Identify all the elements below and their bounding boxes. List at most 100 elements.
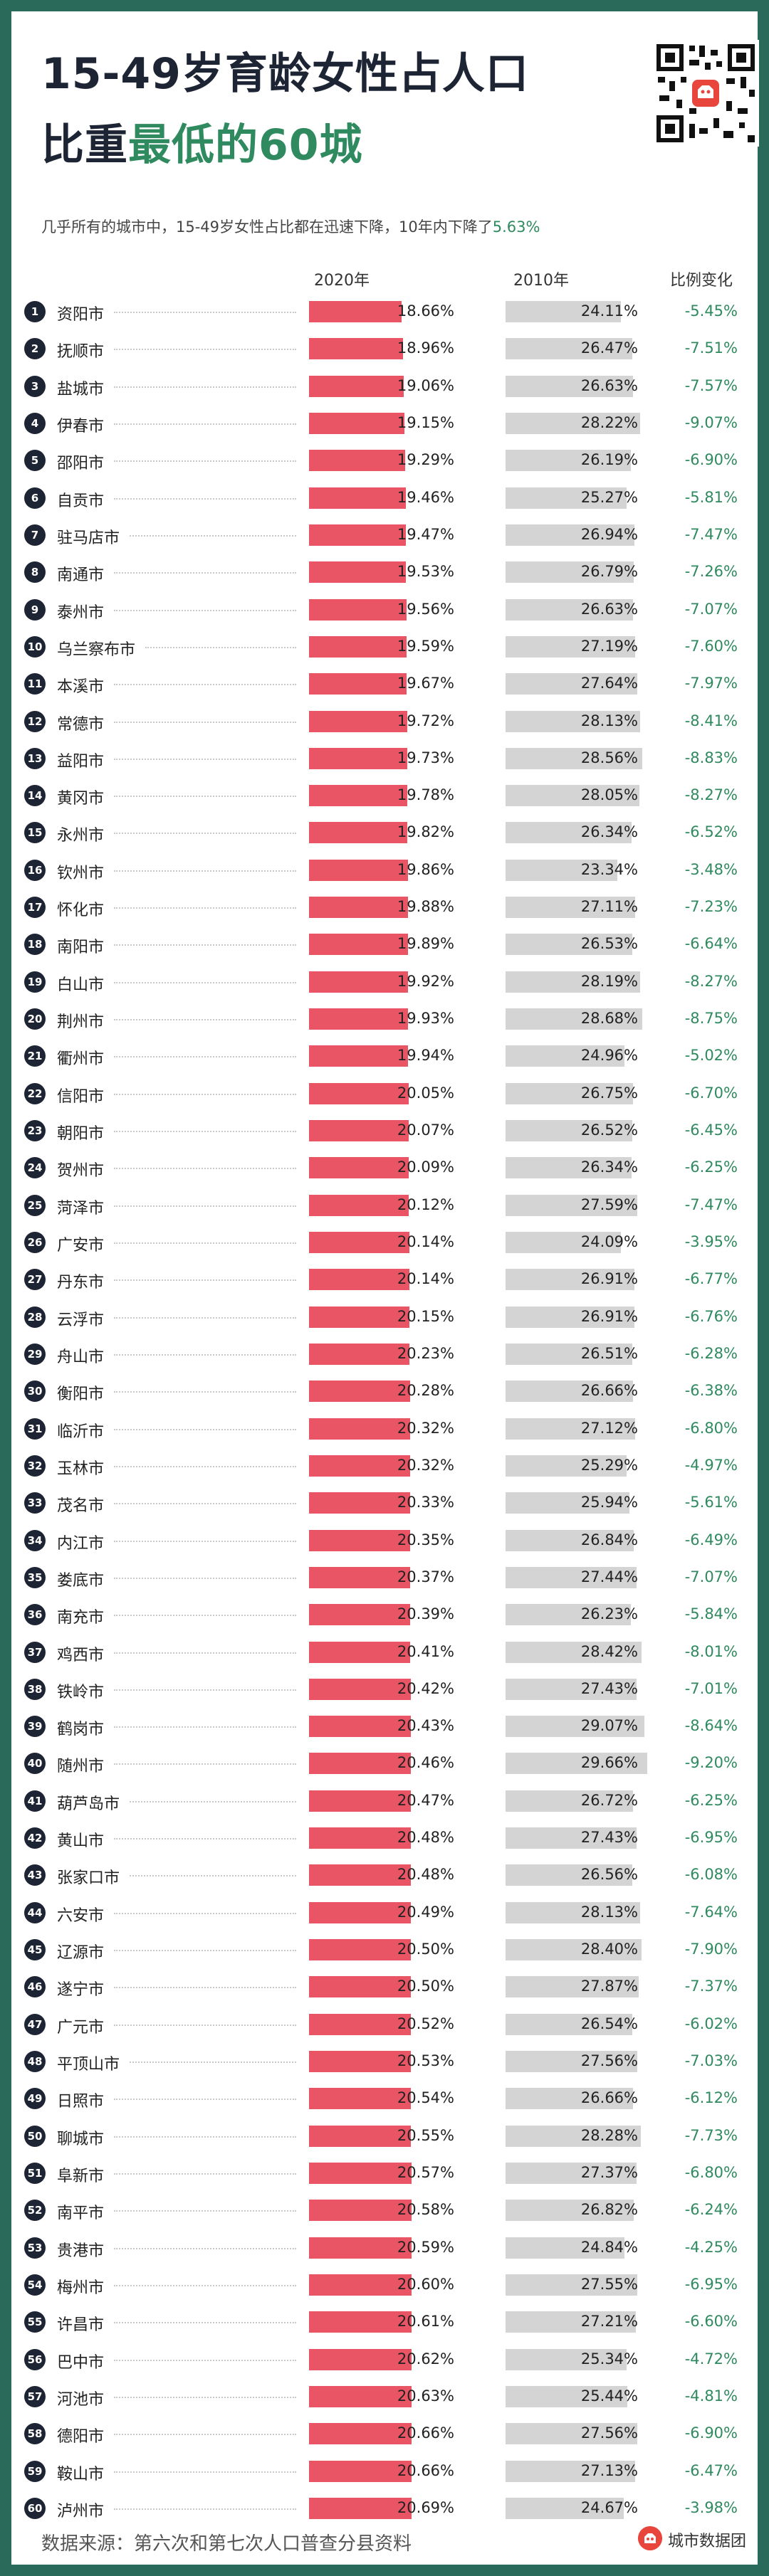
bar-2010 — [506, 2423, 637, 2445]
bar-2010 — [506, 1194, 638, 1216]
subtitle-pct: 5.63% — [492, 218, 540, 236]
rank-badge: 26 — [24, 1232, 46, 1253]
rank-badge: 18 — [24, 934, 46, 956]
value-2020: 19.88% — [397, 898, 454, 916]
table-row: 59 鞍山市 20.66% 27.13% -6.47% — [11, 2453, 758, 2490]
value-change: -7.47% — [684, 1195, 738, 1213]
rank-badge: 42 — [24, 1827, 46, 1849]
table-row: 36 南充市 20.39% 26.23% -5.84% — [11, 1596, 758, 1633]
table-row: 58 德阳市 20.66% 27.56% -6.90% — [11, 2415, 758, 2452]
city-name: 常德市 — [57, 715, 105, 734]
bar-2010 — [506, 1939, 642, 1961]
value-2010: 26.75% — [580, 1084, 638, 1102]
bar-2020 — [309, 1381, 410, 1403]
rank-badge: 45 — [24, 1939, 46, 1961]
bar-2020 — [309, 375, 404, 397]
value-2010: 27.21% — [580, 2313, 638, 2330]
bar-2010 — [506, 301, 621, 322]
value-2020: 20.58% — [397, 2201, 454, 2219]
value-2020: 20.48% — [397, 1829, 454, 1847]
bar-2010 — [506, 1418, 635, 1440]
table-row: 56 巴中市 20.62% 25.34% -4.72% — [11, 2341, 758, 2378]
value-2010: 27.19% — [580, 637, 638, 655]
table-row: 41 葫芦岛市 20.47% 26.72% -6.25% — [11, 1783, 758, 1820]
column-header-2010: 2010年 — [513, 272, 569, 290]
value-change: -6.25% — [684, 1158, 738, 1176]
bar-2010 — [506, 1157, 632, 1179]
value-2010: 24.84% — [580, 2238, 638, 2256]
value-2010: 26.94% — [580, 525, 638, 543]
table-row: 40 随州市 20.46% 29.66% -9.20% — [11, 1745, 758, 1782]
city-name: 南通市 — [57, 566, 105, 585]
rank-badge: 39 — [24, 1716, 46, 1738]
rank-badge: 30 — [24, 1381, 46, 1403]
value-change: -6.95% — [684, 1829, 738, 1847]
rank-badge: 17 — [24, 897, 46, 919]
value-2020: 20.09% — [397, 1158, 454, 1176]
bar-2020 — [309, 1716, 411, 1738]
city-name: 丹东市 — [57, 1274, 105, 1292]
value-change: -6.28% — [684, 1344, 738, 1362]
bar-2020 — [309, 1641, 411, 1663]
table-row: 12 常德市 19.72% 28.13% -8.41% — [11, 703, 758, 740]
leader-dots — [114, 460, 296, 463]
value-2010: 28.19% — [580, 972, 638, 990]
value-2020: 18.66% — [397, 302, 454, 320]
leader-dots — [130, 534, 296, 537]
value-2010: 26.91% — [580, 1307, 638, 1325]
bar-2010 — [506, 785, 640, 807]
bar-2010 — [506, 338, 632, 360]
value-2010: 26.84% — [580, 1531, 638, 1548]
value-2010: 25.94% — [580, 1494, 638, 1511]
value-change: -9.20% — [684, 1754, 738, 1772]
rank-badge: 57 — [24, 2385, 46, 2407]
bar-2010 — [506, 1232, 621, 1253]
rank-badge: 15 — [24, 822, 46, 844]
city-name: 南阳市 — [57, 939, 105, 957]
table-row: 55 许昌市 20.61% 27.21% -6.60% — [11, 2303, 758, 2340]
city-name: 随州市 — [57, 1758, 105, 1776]
city-name: 许昌市 — [57, 2316, 105, 2335]
rank-badge: 48 — [24, 2051, 46, 2073]
table-row: 32 玉林市 20.32% 25.29% -4.97% — [11, 1447, 758, 1484]
bar-2010 — [506, 450, 631, 472]
value-2020: 19.94% — [397, 1047, 454, 1065]
city-name: 信阳市 — [57, 1087, 105, 1106]
value-2020: 20.42% — [397, 1679, 454, 1697]
bar-2010 — [506, 934, 633, 956]
bar-2020 — [309, 2088, 412, 2110]
footer-source: 数据来源：第六次和第七次人口普查分县资料 — [41, 2533, 412, 2555]
bar-2010 — [506, 1641, 642, 1663]
bar-2020 — [309, 710, 407, 732]
value-change: -7.23% — [684, 898, 738, 916]
city-name: 河池市 — [57, 2390, 105, 2409]
value-2010: 23.34% — [580, 860, 638, 878]
value-change: -7.26% — [684, 563, 738, 581]
city-name: 鞍山市 — [57, 2465, 105, 2483]
value-change: -8.64% — [684, 1717, 738, 1735]
bar-2010 — [506, 1120, 632, 1142]
bar-2020 — [309, 301, 402, 322]
value-2020: 20.37% — [397, 1568, 454, 1585]
value-2010: 27.43% — [580, 1829, 638, 1847]
value-2010: 29.07% — [580, 1717, 638, 1735]
bar-2020 — [309, 338, 404, 360]
city-name: 舟山市 — [57, 1348, 105, 1366]
bar-2020 — [309, 822, 408, 844]
bar-2020 — [309, 1864, 411, 1886]
bar-2020 — [309, 2163, 412, 2184]
value-2020: 19.53% — [397, 563, 454, 581]
value-2010: 26.79% — [580, 563, 638, 581]
rank-badge: 34 — [24, 1529, 46, 1551]
city-name: 阜新市 — [57, 2168, 105, 2185]
value-change: -4.25% — [684, 2238, 738, 2256]
value-2010: 26.56% — [580, 1866, 638, 1884]
value-change: -6.80% — [684, 2164, 738, 2181]
value-change: -8.75% — [684, 1010, 738, 1028]
city-name: 日照市 — [57, 2093, 105, 2111]
value-2010: 26.54% — [580, 2015, 638, 2032]
bar-2020 — [309, 1492, 410, 1514]
table-row: 43 张家口市 20.48% 26.56% -6.08% — [11, 1857, 758, 1894]
rank-badge: 23 — [24, 1120, 46, 1142]
leader-dots — [114, 2359, 296, 2361]
